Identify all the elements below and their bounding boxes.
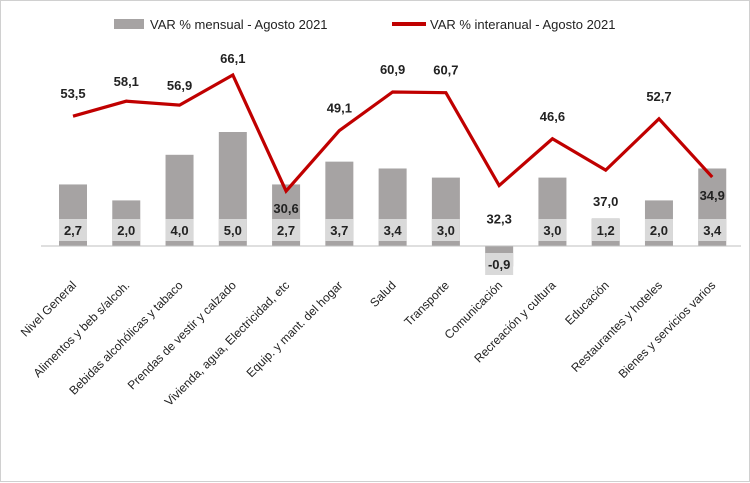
x-tick-label: Bebidas alcohólicas y tabaco	[66, 278, 186, 398]
legend-bar-label: VAR % mensual - Agosto 2021	[150, 17, 328, 32]
bar-data-label: 3,0	[437, 223, 455, 238]
bar-data-label: 2,7	[64, 223, 82, 238]
line-data-label: 66,1	[220, 51, 245, 66]
line-data-label: 53,5	[60, 86, 85, 101]
line-data-label: 58,1	[114, 74, 139, 89]
line-data-label: 46,6	[540, 109, 565, 124]
x-tick-label: Bienes y servicios varios	[616, 278, 719, 381]
x-tick-label: Equip. y mant. del hogar	[244, 278, 346, 380]
line-data-label: 60,7	[433, 63, 458, 78]
bar-data-label: 2,0	[650, 223, 668, 238]
x-tick-label: Transporte	[401, 278, 452, 329]
bar-label-box	[538, 219, 567, 241]
bar-label-box	[698, 219, 727, 241]
bar-label-box	[378, 219, 407, 241]
bar-label-box	[272, 219, 301, 241]
line-data-label: 60,9	[380, 62, 405, 77]
legend-line-label: VAR % interanual - Agosto 2021	[430, 17, 616, 32]
x-tick-label: Prendas de vestir y calzado	[125, 278, 239, 392]
x-tick-label: Educación	[562, 278, 612, 328]
x-tick-label: Alimentos y beb s/alcoh.	[31, 278, 133, 380]
legend-bar-swatch	[114, 19, 144, 29]
bar-data-label: 1,2	[597, 223, 615, 238]
bar-data-label: -0,9	[488, 257, 510, 272]
bar-data-label: 4,0	[171, 223, 189, 238]
bar-label-box	[591, 219, 620, 241]
bar-label-box	[59, 219, 87, 241]
line-data-label: 34,9	[700, 188, 725, 203]
line-data-label: 56,9	[167, 78, 192, 93]
bar-label-box	[431, 219, 460, 241]
bar-data-label: 3,4	[703, 223, 722, 238]
bar-data-label: 3,7	[330, 223, 348, 238]
bar-data-label: 3,0	[543, 223, 561, 238]
bar-data-label: 5,0	[224, 223, 242, 238]
bar-label-box	[112, 219, 141, 241]
bar-label-box	[644, 219, 673, 241]
bar-data-label: 2,7	[277, 223, 295, 238]
line-data-label: 32,3	[487, 212, 512, 227]
bar-label-box	[218, 219, 247, 241]
line-data-label: 37,0	[593, 194, 618, 209]
bar-label-box	[485, 253, 514, 275]
bar-label-box	[165, 219, 194, 241]
line-data-label: 30,6	[273, 201, 298, 216]
bar-data-label: 2,0	[117, 223, 135, 238]
line-series	[72, 72, 714, 194]
x-tick-label: Restaurantes y hoteles	[568, 278, 665, 375]
x-tick-label: Salud	[367, 278, 399, 310]
line-data-label: 52,7	[646, 89, 671, 104]
bar-data-label: 3,4	[384, 223, 403, 238]
line-data-label: 49,1	[327, 101, 352, 116]
bar-label-box	[325, 219, 354, 241]
